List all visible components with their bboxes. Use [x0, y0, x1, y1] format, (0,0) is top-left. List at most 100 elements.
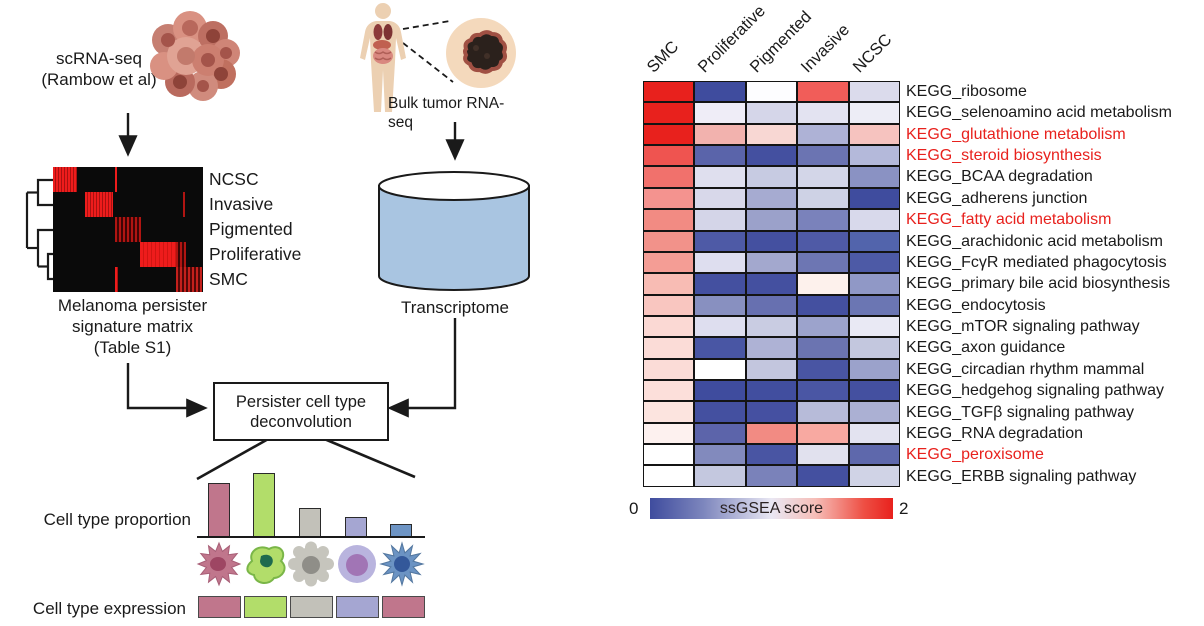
heatmap-cell — [797, 123, 849, 146]
heatmap-cell — [694, 81, 746, 103]
heatmap-cell — [848, 315, 900, 338]
heatmap-cell — [694, 251, 746, 274]
heatmap-cell — [848, 273, 900, 295]
pathway-label: KEGG_arachidonic acid metabolism — [906, 232, 1164, 250]
heatmap-cell — [745, 337, 798, 359]
heatmap-cell — [848, 230, 900, 252]
heatmap-cell — [694, 123, 746, 146]
heatmap-cell — [694, 465, 746, 487]
blue-dendritic-cell-icon — [379, 541, 425, 587]
heatmap-cell — [797, 444, 849, 466]
heatmap-cell — [745, 123, 798, 146]
heatmap-cell — [643, 358, 695, 381]
pathway-label: KEGG_BCAA degradation — [906, 168, 1093, 186]
matrix-caption: Melanoma persister signature matrix (Tab… — [57, 296, 208, 357]
transcriptome-label: Transcriptome — [400, 298, 509, 317]
heatmap-cell — [745, 187, 798, 210]
heatmap-cell — [797, 187, 849, 210]
heatmap-cell — [643, 187, 695, 210]
heatmap-cell — [745, 273, 798, 295]
pathway-label: KEGG_adherens junction — [906, 189, 1088, 207]
pathway-label: KEGG_steroid biosynthesis — [906, 147, 1102, 165]
heatmap-cell — [745, 102, 798, 124]
heatmap-cell — [797, 422, 849, 445]
heatmap-cell — [643, 294, 695, 316]
proportion-bar — [299, 508, 321, 537]
scrna-seq-label: scRNA-seq (Rambow et al) — [41, 49, 157, 89]
heatmap-cell — [848, 102, 900, 124]
heatmap-cell — [848, 123, 900, 146]
heatmap-cell — [643, 444, 695, 466]
heatmap-cell — [797, 294, 849, 316]
heatmap-cell — [797, 209, 849, 231]
pathway-label: KEGG_hedgehog signaling pathway — [906, 382, 1164, 400]
heatmap-cell — [694, 422, 746, 445]
pathway-label: KEGG_TGFβ signaling pathway — [906, 403, 1134, 421]
pathway-label: KEGG_mTOR signaling pathway — [906, 318, 1140, 336]
heatmap-cell — [797, 401, 849, 423]
heatmap-cell — [643, 315, 695, 338]
matrix-row-label: SMC — [209, 269, 248, 289]
heatmap-cell — [694, 294, 746, 316]
heatmap-cell — [797, 102, 849, 124]
gray-round-cell-icon — [288, 541, 334, 587]
heatmap-cell — [745, 166, 798, 188]
heatmap-cell — [848, 294, 900, 316]
heatmap-cell — [745, 444, 798, 466]
tumor-lesion-icon — [446, 18, 516, 88]
heatmap-cell — [643, 81, 695, 103]
pathway-label: KEGG_circadian rhythm mammal — [906, 360, 1145, 378]
purple-round-cell-icon — [338, 545, 376, 583]
heatmap-cell — [797, 315, 849, 338]
legend-gradient-bar: ssGSEA score — [650, 498, 893, 519]
proportion-bar — [253, 473, 275, 537]
heatmap-cell — [745, 145, 798, 167]
heatmap-cell — [848, 337, 900, 359]
heatmap-cell — [694, 380, 746, 402]
heatmap-cell — [797, 81, 849, 103]
signature-matrix-heatmap — [53, 167, 203, 292]
pathway-label: KEGG_axon guidance — [906, 339, 1066, 357]
deconvolution-box: Persister cell type deconvolution — [213, 382, 389, 441]
heatmap-cell — [745, 294, 798, 316]
bulk-tumor-label: Bulk tumor RNA-seq — [388, 95, 505, 131]
heatmap-cell — [694, 273, 746, 295]
heatmap-cell — [797, 337, 849, 359]
heatmap-cell — [797, 273, 849, 295]
heatmap-cell — [694, 166, 746, 188]
heatmap-cell — [694, 315, 746, 338]
heatmap-cell — [745, 401, 798, 423]
heatmap-cell — [694, 209, 746, 231]
pathway-label: KEGG_primary bile acid biosynthesis — [906, 275, 1171, 293]
matrix-row-label: Proliferative — [209, 244, 302, 264]
heatmap-cell — [745, 209, 798, 231]
heatmap-cell — [643, 422, 695, 445]
human-body-icon — [360, 3, 406, 112]
heatmap-cell — [694, 401, 746, 423]
pathway-label: KEGG_peroxisome — [906, 446, 1044, 464]
expression-swatch — [198, 596, 241, 618]
legend-title: ssGSEA score — [719, 499, 824, 517]
heatmap-cell — [643, 145, 695, 167]
heatmap-cell — [643, 209, 695, 231]
heatmap-cell — [745, 81, 798, 103]
matrix-row-label: Pigmented — [209, 219, 293, 239]
expression-swatch — [290, 596, 333, 618]
heatmap-cell — [643, 230, 695, 252]
heatmap-cell — [797, 358, 849, 381]
bar-chart-axis — [197, 535, 425, 539]
expression-label: Cell type expression — [32, 599, 186, 618]
heatmap-cell — [694, 358, 746, 381]
heatmap-cell — [694, 230, 746, 252]
matrix-row-label: NCSC — [209, 169, 259, 189]
heatmap-cell — [694, 145, 746, 167]
heatmap-cell — [848, 166, 900, 188]
proportion-label: Cell type proportion — [43, 510, 191, 529]
heatmap-cell — [848, 422, 900, 445]
heatmap-cell — [694, 187, 746, 210]
heatmap-cell — [848, 145, 900, 167]
pathway-label: KEGG_ribosome — [906, 83, 1027, 100]
pink-spiky-cell-icon — [196, 541, 242, 587]
heatmap-cell — [745, 251, 798, 274]
heatmap-cell — [745, 358, 798, 381]
